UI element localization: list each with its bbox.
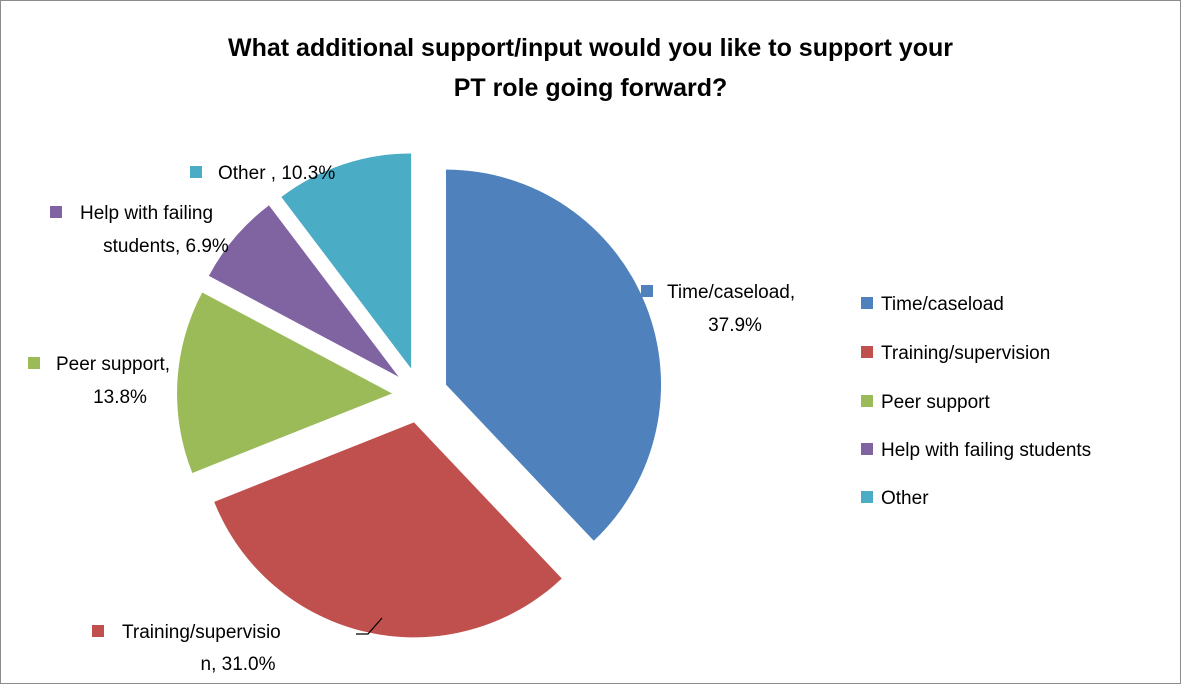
data-label-training-supervision: Training/supervisio n, 31.0% xyxy=(92,622,281,675)
legend-label: Time/caseload xyxy=(881,294,1004,315)
data-label-line: Help with failing xyxy=(80,203,213,224)
data-label-line: students, 6.9% xyxy=(103,236,229,257)
data-label-other: Other , 10.3% xyxy=(190,163,335,184)
legend-swatch xyxy=(861,395,873,407)
legend-swatch xyxy=(861,491,873,503)
legend-label: Other xyxy=(881,488,929,509)
pie-slice-training-supervision xyxy=(214,422,562,638)
pie-slice-time-caseload xyxy=(446,169,662,541)
data-label-line: Peer support, xyxy=(56,354,170,375)
data-label-marker xyxy=(28,357,40,369)
chart-title-line-1: What additional support/input would you … xyxy=(228,34,953,62)
data-label-marker xyxy=(641,285,653,297)
chart-title-line-2: PT role going forward? xyxy=(453,74,728,102)
data-label-time-caseload: Time/caseload, 37.9% xyxy=(641,282,795,336)
pie-slice-help-with-failing-students xyxy=(208,205,399,377)
leader-line-training-supervision xyxy=(356,617,383,635)
data-label-line: 13.8% xyxy=(93,387,147,408)
data-label-line: Other , 10.3% xyxy=(218,163,335,184)
pie-slice-peer-support xyxy=(177,292,393,473)
pie-slice-other xyxy=(281,153,412,369)
legend-item: Other xyxy=(861,488,929,509)
data-label-line: 37.9% xyxy=(708,315,762,336)
legend-swatch xyxy=(861,297,873,309)
legend-item: Training/supervision xyxy=(861,343,1050,364)
data-label-line: Time/caseload, xyxy=(667,282,795,303)
data-label-peer-support: Peer support, 13.8% xyxy=(28,354,170,408)
legend-item: Time/caseload xyxy=(861,294,1004,315)
pie-slices xyxy=(177,153,662,638)
legend-swatch xyxy=(861,346,873,358)
data-label-line: Training/supervisio xyxy=(122,622,281,643)
data-label-help-failing-students: Help with failing students, 6.9% xyxy=(50,203,229,257)
data-label-marker xyxy=(50,206,62,218)
chart-title: What additional support/input would you … xyxy=(0,28,1181,108)
legend-swatch xyxy=(861,443,873,455)
data-label-line: n, 31.0% xyxy=(201,654,276,675)
legend-item: Help with failing students xyxy=(861,440,1091,461)
legend-label: Help with failing students xyxy=(881,440,1091,461)
data-label-marker xyxy=(190,166,202,178)
legend-label: Peer support xyxy=(881,392,991,413)
legend-item: Peer support xyxy=(861,392,991,413)
legend-label: Training/supervision xyxy=(881,343,1050,364)
chart-legend: Time/caseload Training/supervision Peer … xyxy=(861,294,1091,509)
data-label-marker xyxy=(92,625,104,637)
